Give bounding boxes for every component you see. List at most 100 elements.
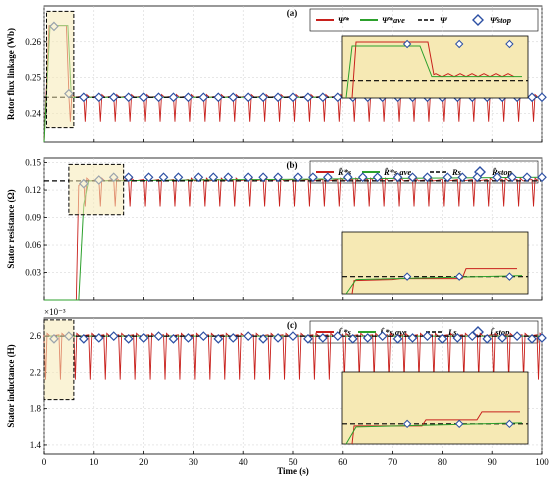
y-tick-label: 0.03 (25, 268, 41, 278)
inset-stop-marker (505, 39, 514, 49)
stop-marker (183, 92, 194, 103)
stop-marker (228, 92, 239, 103)
x-tick-label: 70 (388, 457, 398, 467)
y-tick-label: 0.09 (25, 213, 41, 223)
plot-layer: 0.24 0.25 0.26 0.03 0.06 0.09 0.12 0.15 0 10 20 30 4… (25, 6, 549, 467)
x-tick-label: 30 (189, 457, 199, 467)
stop-marker (537, 172, 547, 183)
panel-a-legend: Ψ̂* Ψ̂*ave Ψ Ψ̂stop (309, 8, 539, 32)
panel-c-legend-stop: L̂stop (489, 327, 509, 337)
inset-stop-marker (454, 272, 464, 281)
stop-marker (392, 334, 403, 344)
stop-marker (437, 334, 448, 344)
panel-0-plot: 0.24 0.25 0.26 (25, 6, 547, 143)
x-tick-label: 40 (239, 457, 249, 467)
stop-marker (123, 92, 134, 103)
stop-marker (308, 172, 318, 183)
stop-marker (332, 331, 343, 341)
inset-frame (341, 35, 529, 99)
inset-frame (341, 231, 529, 295)
stop-marker (422, 331, 433, 341)
stop-marker (198, 331, 209, 341)
estimate-series (44, 177, 539, 301)
x-tick-label: 90 (488, 457, 498, 467)
stop-marker (347, 334, 358, 344)
stop-marker (208, 172, 219, 183)
panel-b-legend-estimate: R̂*s (337, 167, 352, 177)
panel-b-legend-reference: Rs (451, 167, 462, 177)
stop-marker (512, 331, 522, 341)
panel-c-tag: (c) (287, 320, 297, 330)
stop-marker (357, 172, 368, 183)
stop-marker (168, 92, 179, 103)
stop-marker (243, 331, 254, 341)
stop-marker (168, 334, 179, 344)
stop-marker (422, 172, 433, 183)
stop-marker (288, 331, 298, 341)
panel-a-legend-reference: Ψ (440, 15, 448, 25)
y-tick-label: 2.2 (30, 367, 41, 377)
stop-marker (407, 333, 418, 343)
inset-frame (341, 371, 529, 445)
x-tick-label: 20 (139, 457, 149, 467)
stop-marker (273, 172, 283, 183)
stop-marker (323, 172, 333, 183)
stop-marker (123, 334, 134, 344)
stop-marker (213, 92, 224, 103)
inset-average (345, 45, 522, 99)
x-tick-label: 80 (438, 457, 448, 467)
stop-marker (318, 333, 328, 343)
stop-marker (138, 333, 149, 343)
stop-marker (143, 172, 154, 183)
stop-marker (78, 334, 89, 344)
stop-marker (392, 172, 403, 183)
panel-c-exponent: ×10⁻³ (44, 307, 66, 317)
stop-marker (537, 92, 547, 103)
stop-marker (183, 333, 194, 343)
panel-a-legend-stop: Ψ̂stop (490, 15, 511, 25)
stop-marker (258, 334, 268, 344)
stop-marker (537, 333, 547, 343)
panel-a-ylabel: Rotor flux linkage (Wb) (6, 28, 16, 120)
stop-marker (407, 172, 418, 183)
stop-marker (243, 172, 254, 183)
y-tick-label: 0.06 (25, 240, 41, 250)
x-tick-label: 10 (89, 457, 99, 467)
inset-stop-marker (505, 272, 514, 281)
stop-marker (457, 172, 468, 183)
stop-marker (472, 172, 483, 183)
stop-marker (318, 92, 328, 103)
stop-marker (288, 92, 298, 103)
y-tick-label: 0.24 (25, 108, 41, 118)
stop-marker (527, 334, 537, 344)
x-tick-label: 60 (338, 457, 348, 467)
y-tick-label: 1.4 (30, 440, 42, 450)
stop-marker (228, 333, 239, 343)
inset-stop-marker (402, 419, 412, 429)
y-tick-label: 0.26 (25, 37, 41, 47)
stop-marker (173, 172, 184, 183)
inset-stop-marker (454, 419, 464, 429)
stop-marker (377, 331, 388, 341)
stop-marker (243, 92, 254, 103)
y-tick-label: 0.15 (25, 158, 41, 168)
stop-marker (273, 333, 283, 343)
stop-marker (507, 172, 517, 183)
stop-marker (303, 334, 313, 344)
stop-marker (198, 92, 209, 103)
zoom-region (43, 319, 75, 401)
inset-stop-marker (505, 419, 514, 429)
panel-b-tag: (b) (287, 160, 298, 170)
zoom-region (45, 10, 75, 129)
inset-stop-marker (402, 272, 412, 281)
stop-marker (158, 172, 169, 183)
inset-stop-marker (402, 39, 412, 49)
panel-a-legend-average: Ψ̂*ave (382, 15, 405, 25)
stop-marker (342, 172, 353, 183)
stop-marker (293, 172, 303, 183)
panel-b-legend-average: R̂*s,ave (383, 167, 411, 177)
stop-marker (108, 92, 119, 103)
inset-estimate (351, 411, 520, 445)
x-tick-label: 50 (289, 457, 299, 467)
